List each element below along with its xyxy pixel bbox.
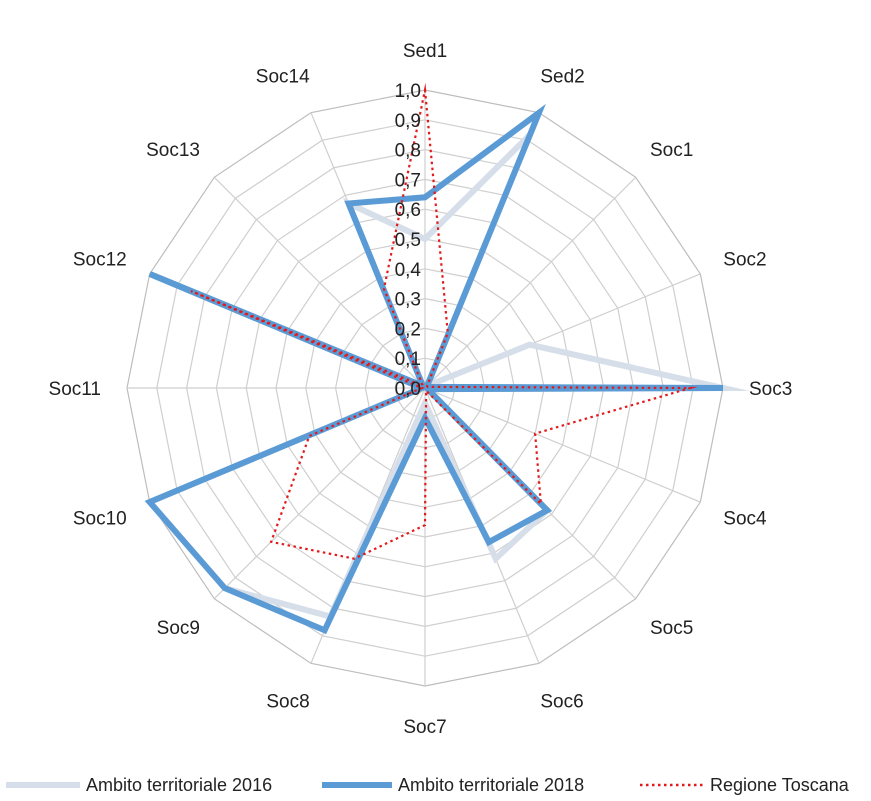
category-label: Soc11 xyxy=(49,379,101,400)
category-label: Soc13 xyxy=(146,140,200,161)
category-label: Sed1 xyxy=(403,41,447,62)
category-label: Soc4 xyxy=(723,508,767,529)
category-label: Soc10 xyxy=(73,508,127,529)
legend-label-3: Regione Toscana xyxy=(710,775,850,795)
category-label: Soc6 xyxy=(540,691,583,712)
grid-spoke xyxy=(213,176,426,389)
tick-label: 0,2 xyxy=(395,319,421,340)
tick-label: 0,5 xyxy=(395,230,421,251)
category-label: Soc8 xyxy=(266,691,309,712)
radar-series xyxy=(144,82,750,635)
tick-label: 0,8 xyxy=(395,141,421,162)
category-label: Soc7 xyxy=(403,717,446,738)
legend: Ambito territoriale 2016 Ambito territori… xyxy=(6,775,850,795)
tick-label: 0,0 xyxy=(395,379,421,400)
grid-spoke xyxy=(424,176,637,389)
category-label: Soc5 xyxy=(650,618,693,639)
category-label: Soc9 xyxy=(157,618,200,639)
grid-spoke xyxy=(424,387,701,503)
category-label: Soc14 xyxy=(256,67,310,88)
tick-label: 0,9 xyxy=(395,111,421,132)
tick-label: 1,0 xyxy=(395,81,421,102)
category-label: Sed2 xyxy=(540,67,584,88)
legend-label-1: Ambito territoriale 2016 xyxy=(86,775,272,795)
tick-label: 0,3 xyxy=(395,290,421,311)
category-label: Soc12 xyxy=(73,250,127,271)
series-line-3 xyxy=(190,82,698,560)
legend-label-2: Ambito territoriale 2018 xyxy=(398,775,584,795)
category-label: Soc2 xyxy=(723,250,766,271)
tick-label: 0,6 xyxy=(395,200,421,221)
tick-label: 0,4 xyxy=(395,260,422,281)
category-labels: Sed1 Sed2 Soc1 Soc2 Soc3 Soc4 Soc5 Soc6 Soc7 Soc8… xyxy=(49,41,793,738)
category-label: Soc3 xyxy=(749,379,792,400)
tick-label: 0,7 xyxy=(395,170,421,191)
tick-label: 0,1 xyxy=(395,349,421,370)
radial-tick-labels: 0,0 0,1 0,2 0,3 0,4 0,5 0,6 0,7 0,8 0,9 1,0 xyxy=(395,81,422,400)
grid-spoke xyxy=(213,387,426,600)
category-label: Soc1 xyxy=(650,140,693,161)
